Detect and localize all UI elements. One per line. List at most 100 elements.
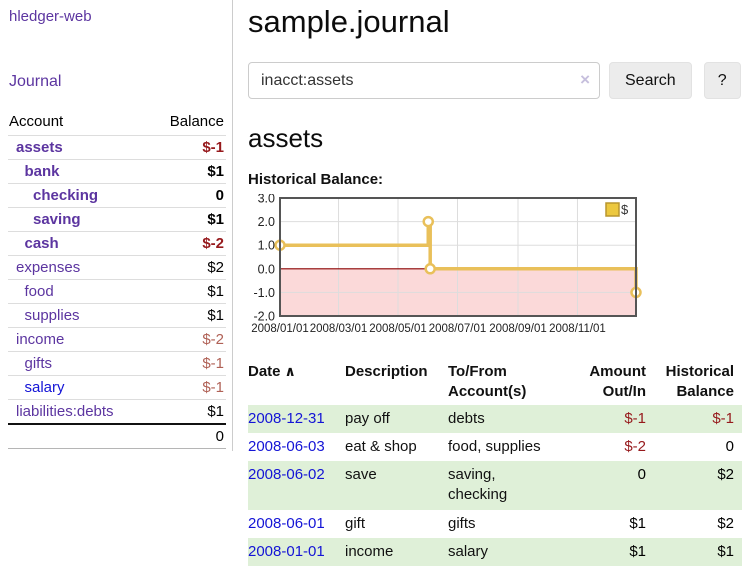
app-title-link[interactable]: hledger-web — [9, 8, 92, 25]
transaction-amount: $-1 — [624, 409, 646, 427]
sidebar-account-link[interactable]: food — [24, 283, 54, 300]
transaction-date-link[interactable]: 2008-12-31 — [248, 409, 325, 427]
transaction-description: eat & shop — [345, 437, 417, 455]
sidebar-account-link[interactable]: income — [16, 331, 65, 348]
sidebar-account-link[interactable]: checking — [33, 187, 99, 204]
search-button[interactable]: Search — [609, 62, 692, 99]
account-row: assets $-1 — [8, 135, 226, 160]
transaction-row[interactable]: 2008-06-02 save saving, checking 0 $2 — [248, 461, 742, 510]
sidebar-account-link[interactable]: bank — [24, 163, 60, 180]
account-row: saving $1 — [8, 207, 226, 232]
transaction-amount: $-2 — [624, 437, 646, 455]
account-row: salary $-1 — [8, 375, 226, 400]
transaction-amount: $1 — [629, 542, 646, 560]
search-input[interactable] — [248, 62, 600, 99]
sort-ascending-icon[interactable]: ∧ — [284, 363, 296, 379]
transactions-table: Date ∧ Description To/From Account(s) Amou… — [248, 360, 742, 566]
svg-text:2008/07/01: 2008/07/01 — [429, 323, 487, 335]
transaction-row[interactable]: 2008-01-01 income salary $1 $1 — [248, 537, 742, 566]
accounts-table: Account Balance assets $-1 bank $1 checking 0… — [8, 109, 226, 449]
page: hledger-web Journal Account Balance asse… — [8, 0, 742, 566]
account-balance: $1 — [150, 159, 226, 184]
svg-text:3.0: 3.0 — [258, 194, 275, 206]
svg-text:2008/11/01: 2008/11/01 — [549, 323, 606, 335]
account-balance: $1 — [150, 303, 226, 328]
chart-title: Historical Balance: — [248, 171, 384, 188]
transaction-description: gift — [345, 514, 366, 532]
transaction-amount: $1 — [629, 514, 646, 532]
account-balance: $2 — [150, 255, 226, 280]
account-row: checking 0 — [8, 183, 226, 208]
account-row: liabilities:debts $1 — [8, 399, 226, 424]
transaction-balance: $2 — [717, 514, 734, 532]
svg-text:0.0: 0.0 — [258, 262, 275, 276]
transaction-balance: $2 — [717, 466, 734, 483]
transaction-row[interactable]: 2008-06-01 gift gifts $1 $2 — [248, 510, 742, 538]
transaction-date-link[interactable]: 2008-06-01 — [248, 514, 325, 532]
transaction-date-link[interactable]: 2008-06-02 — [248, 466, 325, 483]
svg-text:2008/09/01: 2008/09/01 — [489, 323, 547, 335]
page-title: sample.journal — [248, 4, 450, 39]
transaction-accounts: saving, checking — [448, 466, 508, 504]
account-balance: $-2 — [150, 231, 226, 256]
sidebar-account-link[interactable]: saving — [33, 211, 81, 228]
transaction-balance: $1 — [717, 542, 734, 560]
account-balance: $1 — [150, 399, 226, 424]
clear-search-icon[interactable]: × — [580, 70, 590, 89]
date-column-header[interactable]: Date ∧ — [248, 363, 296, 380]
account-balance: $1 — [150, 279, 226, 304]
transaction-date-link[interactable]: 2008-01-01 — [248, 542, 325, 560]
account-balance: $1 — [150, 207, 226, 232]
svg-text:2.0: 2.0 — [258, 215, 275, 229]
transaction-row[interactable]: 2008-12-31 pay off debts $-1 $-1 — [248, 404, 742, 433]
sidebar-account-link[interactable]: supplies — [24, 307, 80, 324]
sidebar-account-link[interactable]: salary — [24, 379, 65, 396]
account-row: bank $1 — [8, 159, 226, 184]
account-balance: 0 — [150, 183, 226, 208]
transaction-balance: $-1 — [712, 409, 734, 427]
sidebar-account-link[interactable]: cash — [24, 235, 59, 252]
historical-balance-column-header: Historical Balance — [665, 363, 734, 401]
account-balance: $-1 — [150, 375, 226, 400]
account-balance: $-2 — [150, 327, 226, 352]
description-column-header: Description — [345, 363, 428, 380]
transaction-date-link[interactable]: 2008-06-03 — [248, 437, 325, 455]
sidebar-account-link[interactable]: gifts — [24, 355, 53, 372]
transaction-accounts: gifts — [448, 514, 476, 532]
accounts-column-header: To/From Account(s) — [448, 363, 527, 401]
svg-text:-1.0: -1.0 — [253, 286, 275, 300]
account-row: gifts $-1 — [8, 351, 226, 376]
search-bar: × Search ? — [248, 62, 742, 99]
svg-text:2008/03/01: 2008/03/01 — [310, 323, 368, 335]
accounts-table-header: Account Balance — [8, 109, 226, 136]
balance-column-header: Balance — [169, 113, 224, 130]
account-balance: $-1 — [150, 351, 226, 376]
account-row: expenses $2 — [8, 255, 226, 280]
transactions-header-row: Date ∧ Description To/From Account(s) Amou… — [248, 360, 742, 405]
historical-balance-chart: $3.0 2.0 1.0 0.0 -1.0 -2.0 2008/01/01 2008/03/0… — [244, 192, 742, 344]
sidebar-account-link[interactable]: liabilities:debts — [16, 403, 114, 420]
account-balance: $-1 — [150, 135, 226, 160]
svg-text:1.0: 1.0 — [258, 239, 275, 253]
svg-text:$: $ — [621, 202, 629, 217]
svg-text:-2.0: -2.0 — [253, 310, 275, 324]
amount-column-header: Amount Out/In — [589, 363, 646, 401]
account-row: income $-2 — [8, 327, 226, 352]
main-content: sample.journal × Search ? assets Histori… — [233, 0, 742, 566]
transaction-amount: 0 — [637, 466, 646, 483]
search-input-wrap: × — [248, 62, 600, 99]
help-button[interactable]: ? — [703, 62, 741, 99]
sidebar-account-link[interactable]: assets — [16, 139, 63, 156]
transaction-row[interactable]: 2008-06-03 eat & shop food, supplies $-2 0 — [248, 433, 742, 461]
svg-text:2008/05/01: 2008/05/01 — [369, 323, 427, 335]
account-heading: assets — [248, 123, 324, 153]
sidebar-account-link[interactable]: expenses — [16, 259, 81, 276]
account-row: food $1 — [8, 279, 226, 304]
transaction-balance: 0 — [725, 437, 734, 455]
transaction-accounts: food, supplies — [448, 437, 541, 455]
transaction-accounts: salary — [448, 542, 489, 560]
accounts-total-value: 0 — [150, 423, 226, 449]
svg-text:2008/01/01: 2008/01/01 — [251, 323, 309, 335]
sidebar-item-journal[interactable]: Journal — [9, 73, 62, 90]
accounts-total-row: 0 — [8, 423, 226, 449]
